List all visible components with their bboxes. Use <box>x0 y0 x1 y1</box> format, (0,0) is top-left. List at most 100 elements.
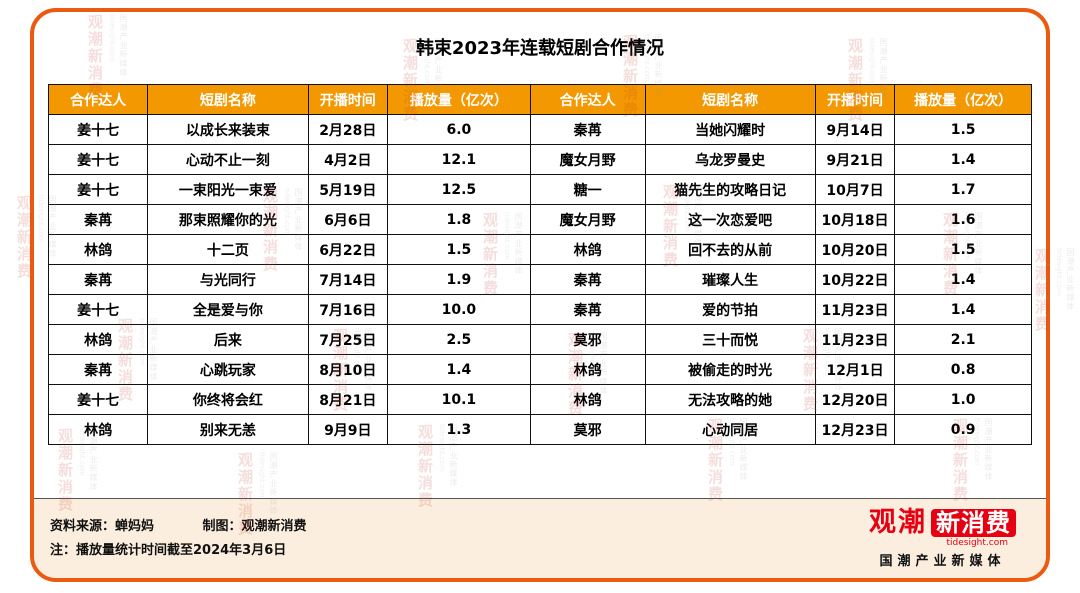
header-talent-left: 合作达人 <box>47 84 149 115</box>
header-plays-right: 播放量（亿次） <box>894 84 1032 115</box>
play-count-cell: 2.5 <box>387 324 531 355</box>
table-row: 林鸽 后来 7月25日 2.5 莫邪 三十而悦 11月23日 2.1 <box>47 324 1032 355</box>
play-count-cell: 10.0 <box>387 294 531 325</box>
talent-cell: 林鸽 <box>529 354 646 385</box>
air-date-cell: 11月23日 <box>814 324 896 355</box>
talent-cell: 莫邪 <box>529 414 646 445</box>
play-count-cell: 1.4 <box>894 144 1032 175</box>
air-date-cell: 6月22日 <box>307 234 389 265</box>
play-count-cell: 1.5 <box>894 114 1032 145</box>
table-row: 秦苒 心跳玩家 8月10日 1.4 林鸽 被偷走的时光 12月1日 0.8 <box>47 354 1032 385</box>
drama-title-cell: 心动不止一刻 <box>147 144 309 175</box>
stat-cutoff-note: 注：播放量统计时间截至2024年3月6日 <box>50 542 287 558</box>
table-header: 合作达人 短剧名称 开播时间 播放量（亿次） 合作达人 短剧名称 开播时间 播放… <box>47 84 1032 115</box>
logo-brand-secondary: 新消费 <box>931 508 1016 537</box>
play-count-cell: 0.9 <box>894 414 1032 445</box>
talent-cell: 姜十七 <box>47 384 149 415</box>
drama-title-cell: 一束阳光一束爱 <box>147 174 309 205</box>
drama-title-cell: 三十而悦 <box>644 324 816 355</box>
table-body: 姜十七 以成长来装束 2月28日 6.0 秦苒 当她闪耀时 9月14日 1.5 姜十七 心动不止一… <box>47 114 1032 445</box>
play-count-cell: 2.1 <box>894 324 1032 355</box>
drama-title-cell: 以成长来装束 <box>147 114 309 145</box>
drama-title-cell: 心跳玩家 <box>147 354 309 385</box>
air-date-cell: 2月28日 <box>307 114 389 145</box>
play-count-cell: 1.5 <box>387 234 531 265</box>
header-drama-left: 短剧名称 <box>147 84 309 115</box>
play-count-cell: 0.8 <box>894 354 1032 385</box>
air-date-cell: 4月2日 <box>307 144 389 175</box>
drama-title-cell: 你终将会红 <box>147 384 309 415</box>
talent-cell: 魔女月野 <box>529 144 646 175</box>
drama-title-cell: 无法攻略的她 <box>644 384 816 415</box>
play-count-cell: 6.0 <box>387 114 531 145</box>
drama-title-cell: 别来无恙 <box>147 414 309 445</box>
page-title: 韩束2023年连载短剧合作情况 <box>415 38 665 59</box>
play-count-cell: 1.8 <box>387 204 531 235</box>
air-date-cell: 12月23日 <box>814 414 896 445</box>
air-date-cell: 7月14日 <box>307 264 389 295</box>
drama-title-cell: 这一次恋爱吧 <box>644 204 816 235</box>
source-note: 资料来源：蝉妈妈 <box>50 519 155 535</box>
drama-title-cell: 心动同居 <box>644 414 816 445</box>
talent-cell: 糖一 <box>529 174 646 205</box>
logo-brand-primary: 观潮 <box>869 507 927 538</box>
air-date-cell: 10月18日 <box>814 204 896 235</box>
talent-cell: 林鸽 <box>529 384 646 415</box>
play-count-cell: 1.4 <box>894 264 1032 295</box>
cooperation-table: 合作达人 短剧名称 开播时间 播放量（亿次） 合作达人 短剧名称 开播时间 播放… <box>47 84 1032 445</box>
air-date-cell: 9月9日 <box>307 414 389 445</box>
talent-cell: 林鸽 <box>47 324 149 355</box>
air-date-cell: 8月10日 <box>307 354 389 385</box>
table-row: 林鸽 别来无恙 9月9日 1.3 莫邪 心动同居 12月23日 0.9 <box>47 414 1032 445</box>
air-date-cell: 7月25日 <box>307 324 389 355</box>
logo-tagline: 国潮产业新媒体 <box>879 553 1006 569</box>
talent-cell: 姜十七 <box>47 144 149 175</box>
table-row: 秦苒 那束照耀你的光 6月6日 1.8 魔女月野 这一次恋爱吧 10月18日 1.6 <box>47 204 1032 235</box>
header-row: 合作达人 短剧名称 开播时间 播放量（亿次） 合作达人 短剧名称 开播时间 播放… <box>47 84 1032 115</box>
header-plays-left: 播放量（亿次） <box>387 84 531 115</box>
header-airdate-left: 开播时间 <box>307 84 389 115</box>
air-date-cell: 8月21日 <box>307 384 389 415</box>
play-count-cell: 1.3 <box>387 414 531 445</box>
footer-notes: 资料来源：蝉妈妈 制图：观潮新消费 注：播放量统计时间截至2024年3月6日 <box>50 515 307 562</box>
drama-title-cell: 被偷走的时光 <box>644 354 816 385</box>
air-date-cell: 10月20日 <box>814 234 896 265</box>
talent-cell: 秦苒 <box>529 114 646 145</box>
drama-title-cell: 当她闪耀时 <box>644 114 816 145</box>
infographic-card: 韩束2023年连载短剧合作情况 合作达人 短剧名称 开播时间 播放量（亿次） 合… <box>30 8 1050 582</box>
talent-cell: 姜十七 <box>47 114 149 145</box>
drama-title-cell: 全是爱与你 <box>147 294 309 325</box>
play-count-cell: 10.1 <box>387 384 531 415</box>
drama-title-cell: 回不去的从前 <box>644 234 816 265</box>
drama-title-cell: 璀璨人生 <box>644 264 816 295</box>
table-row: 秦苒 与光同行 7月14日 1.9 秦苒 璀璨人生 10月22日 1.4 <box>47 264 1032 295</box>
drama-title-cell: 乌龙罗曼史 <box>644 144 816 175</box>
talent-cell: 林鸽 <box>529 234 646 265</box>
talent-cell: 秦苒 <box>47 354 149 385</box>
play-count-cell: 1.5 <box>894 234 1032 265</box>
air-date-cell: 9月14日 <box>814 114 896 145</box>
drama-title-cell: 后来 <box>147 324 309 355</box>
talent-cell: 姜十七 <box>47 294 149 325</box>
air-date-cell: 7月16日 <box>307 294 389 325</box>
play-count-cell: 1.7 <box>894 174 1032 205</box>
air-date-cell: 6月6日 <box>307 204 389 235</box>
table-row: 姜十七 全是爱与你 7月16日 10.0 秦苒 爱的节拍 11月23日 1.4 <box>47 294 1032 325</box>
air-date-cell: 10月22日 <box>814 264 896 295</box>
credit-note: 制图：观潮新消费 <box>202 519 307 535</box>
footer: 资料来源：蝉妈妈 制图：观潮新消费 注：播放量统计时间截至2024年3月6日 观… <box>34 498 1046 578</box>
air-date-cell: 10月7日 <box>814 174 896 205</box>
drama-title-cell: 猫先生的攻略日记 <box>644 174 816 205</box>
drama-title-cell: 与光同行 <box>147 264 309 295</box>
brand-logo: 观潮 新消费 tidesight.com 国潮产业新媒体 <box>869 507 1016 569</box>
drama-title-cell: 十二页 <box>147 234 309 265</box>
play-count-cell: 1.0 <box>894 384 1032 415</box>
logo-domain: tidesight.com <box>946 537 1009 548</box>
table-row: 姜十七 你终将会红 8月21日 10.1 林鸽 无法攻略的她 12月20日 1.0 <box>47 384 1032 415</box>
drama-title-cell: 爱的节拍 <box>644 294 816 325</box>
talent-cell: 秦苒 <box>47 264 149 295</box>
play-count-cell: 1.6 <box>894 204 1032 235</box>
air-date-cell: 12月1日 <box>814 354 896 385</box>
talent-cell: 秦苒 <box>47 204 149 235</box>
